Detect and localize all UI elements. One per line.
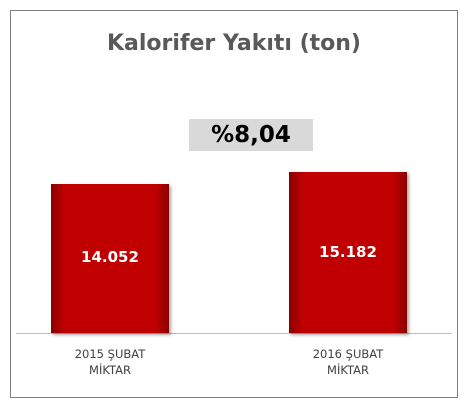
value-label: 15.182 <box>319 242 377 261</box>
annotation: %8,04 <box>189 119 313 151</box>
bar <box>289 172 407 333</box>
chart-title: Kalorifer Yakıtı (ton) <box>107 31 361 56</box>
bar <box>51 183 169 333</box>
x-tick-label: 2016 ŞUBAT MİKTAR <box>312 347 384 377</box>
x-tick-label: 2015 ŞUBAT MİKTAR <box>74 347 146 377</box>
baseline <box>16 333 452 334</box>
value-label: 14.052 <box>81 248 139 267</box>
chart: Kalorifer Yakıtı (ton) %8,04 14.052 2015 … <box>10 10 458 398</box>
